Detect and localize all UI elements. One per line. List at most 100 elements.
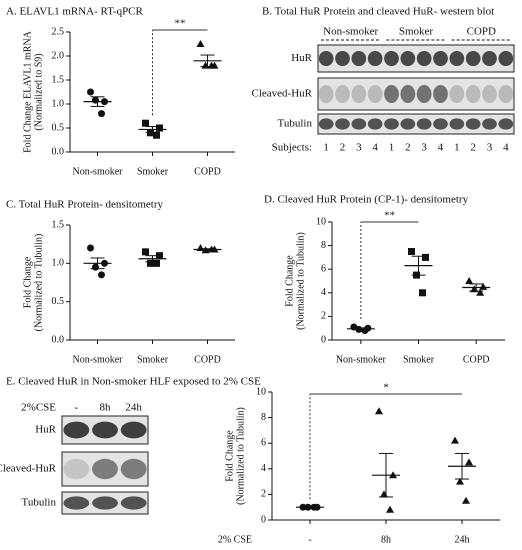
band: [335, 50, 350, 67]
blot-frame: [317, 44, 515, 73]
group-label: COPD: [467, 26, 496, 38]
subject-number: 3: [421, 142, 427, 154]
x-tick-label: Non-smoker: [73, 166, 124, 177]
band: [416, 50, 432, 67]
lane-label: 24h: [125, 402, 142, 414]
band: [400, 50, 416, 67]
y-tick-label: 4: [321, 287, 326, 298]
y-tick-label: 10: [256, 386, 266, 397]
subject-number: 2: [405, 142, 411, 154]
data-point: [465, 277, 474, 284]
band: [92, 458, 118, 480]
chart-title: C. Total HuR Protein- densitometry: [6, 199, 163, 211]
significance: *: [383, 382, 389, 394]
band: [351, 118, 367, 130]
data-point: [153, 259, 160, 267]
data-point: [451, 436, 459, 444]
row-label: Tubulin: [278, 118, 313, 130]
y-tick-label: 0.5: [52, 296, 65, 307]
y-tick-label: 4: [261, 463, 266, 474]
blot-frame: [317, 77, 515, 111]
x-tick-label: COPD: [194, 354, 221, 365]
subject-number: 3: [356, 142, 362, 154]
band: [367, 118, 383, 130]
group-label: Non-smoker: [323, 26, 378, 38]
band: [63, 496, 90, 510]
band: [498, 85, 514, 103]
y-tick-label: 0.0: [52, 334, 65, 345]
band: [92, 421, 118, 439]
band: [400, 118, 416, 130]
x-tick-label: 8h: [381, 534, 391, 545]
band: [384, 118, 399, 130]
y-tick-label: 0.0: [52, 146, 65, 157]
y-axis-label: Fold Change: [284, 255, 295, 307]
row-label: Tubulin: [22, 497, 57, 509]
y-axis-label: Fold Change: [224, 430, 235, 482]
y-tick-label: 2.0: [52, 50, 65, 61]
band: [318, 85, 334, 103]
y-tick-label: 6: [261, 437, 266, 448]
data-point: [386, 505, 394, 513]
y-tick-label: 2: [321, 311, 326, 322]
band: [433, 85, 448, 103]
y-tick-label: 1.0: [52, 258, 65, 269]
subject-number: 4: [438, 142, 444, 154]
x-tick-label: COPD: [194, 166, 221, 177]
band: [498, 118, 514, 130]
y-tick-label: 2.5: [52, 26, 65, 37]
band: [335, 118, 350, 130]
y-tick-label: 1.0: [52, 98, 65, 109]
blot-title: B. Total HuR Protein and cleaved HuR- we…: [262, 6, 494, 18]
subject-number: 1: [454, 142, 460, 154]
significance: **: [384, 210, 395, 222]
band: [367, 50, 383, 67]
row-label: Cleaved-HuR: [252, 88, 313, 100]
band: [433, 50, 448, 67]
x-tick-label: Smoker: [137, 166, 169, 177]
band: [465, 50, 481, 67]
x-tick-label: Non-smoker: [73, 354, 124, 365]
data-point: [156, 124, 163, 132]
band: [120, 458, 147, 480]
band: [384, 85, 399, 103]
subject-number: 3: [487, 142, 493, 154]
y-tick-label: 2: [261, 489, 266, 500]
band: [335, 85, 350, 103]
subject-number: 4: [503, 142, 509, 154]
band: [63, 458, 90, 480]
band: [449, 85, 465, 103]
data-point: [380, 490, 388, 498]
y-axis-label: Fold Change ELAVL1 mRNA: [22, 30, 33, 153]
data-point: [408, 248, 415, 255]
data-point: [476, 288, 485, 296]
data-point: [147, 259, 154, 267]
band: [433, 118, 448, 130]
data-point: [196, 40, 205, 47]
band: [120, 496, 147, 510]
data-point: [462, 496, 470, 504]
band: [482, 50, 497, 67]
data-point: [87, 244, 94, 252]
data-point: [153, 131, 160, 139]
band: [482, 85, 497, 103]
lane-label: -: [74, 402, 78, 414]
band: [498, 50, 514, 67]
row-label: HuR: [35, 424, 56, 436]
subject-number: 2: [470, 142, 476, 154]
row-label: Cleaved-HuR: [0, 463, 57, 475]
data-point: [422, 253, 429, 261]
x-axis-label: 2% CSE: [218, 534, 252, 545]
band: [400, 85, 416, 103]
y-axis-label: Fold Change: [22, 256, 33, 308]
x-tick-label: 24h: [455, 534, 470, 545]
data-point: [142, 248, 149, 256]
band: [318, 118, 334, 130]
x-tick-label: Smoker: [137, 354, 169, 365]
band: [465, 85, 481, 103]
data-point: [456, 477, 464, 485]
y-tick-label: 8: [321, 240, 326, 251]
row-label: HuR: [291, 52, 312, 64]
band: [384, 50, 399, 67]
